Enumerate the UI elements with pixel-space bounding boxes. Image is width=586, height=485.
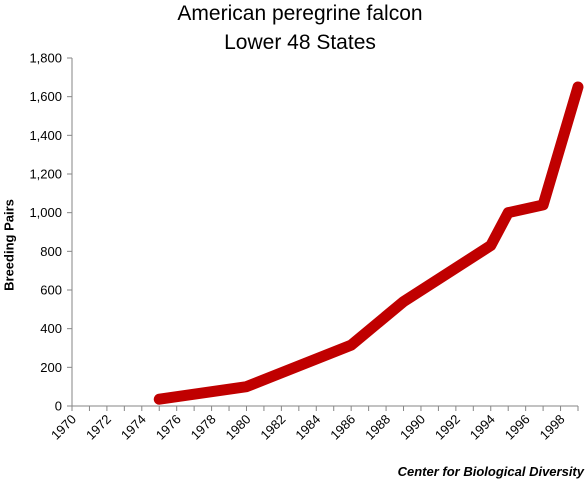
y-tick-label: 1,400 [29, 128, 62, 143]
chart-title: American peregrine falcon [177, 2, 423, 25]
y-tick-label: 1,200 [29, 167, 62, 182]
x-tick-label: 1994 [467, 412, 498, 443]
x-tick-label: 1972 [83, 412, 114, 443]
y-tick-label: 1,800 [29, 51, 62, 66]
y-tick-label: 400 [40, 321, 62, 336]
x-tick-label: 1984 [292, 412, 323, 443]
x-tick-label: 1976 [153, 412, 184, 443]
x-tick-label: 1980 [223, 412, 254, 443]
x-tick-label: 1988 [362, 412, 393, 443]
source-credit: Center for Biological Diversity [397, 464, 584, 479]
x-tick-label: 1974 [118, 412, 149, 443]
y-tick-label: 1,000 [29, 205, 62, 220]
y-tick-label: 800 [40, 244, 62, 259]
y-tick-label: 600 [40, 283, 62, 298]
y-tick-label: 200 [40, 360, 62, 375]
x-tick-label: 1998 [537, 412, 568, 443]
x-tick-label: 1996 [502, 412, 533, 443]
x-tick-label: 1990 [397, 412, 428, 443]
x-tick-label: 1982 [257, 412, 288, 443]
x-tick-label: 1992 [432, 412, 463, 443]
x-tick-label: 1970 [48, 412, 79, 443]
y-tick-label: 0 [55, 399, 62, 414]
series-line [153, 81, 584, 405]
x-tick-label: 1986 [327, 412, 358, 443]
y-tick-label: 1,600 [29, 89, 62, 104]
x-tick-label: 1978 [188, 412, 219, 443]
chart-subtitle: Lower 48 States [224, 31, 376, 54]
